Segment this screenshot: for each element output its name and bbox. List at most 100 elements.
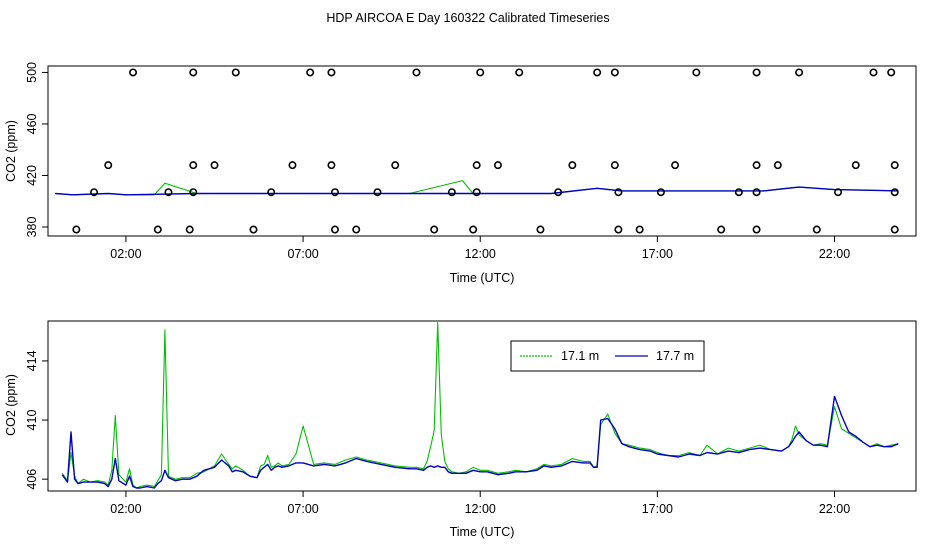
sample-marker [90, 188, 99, 197]
top-x-axis-label: Time (UTC) [450, 271, 515, 285]
sample-marker [536, 225, 545, 234]
sample-marker [869, 68, 878, 77]
bottom-panel: 02:00 07:00 12:00 17:00 22:00 406 410 414 Time… [4, 320, 917, 539]
sample-marker [752, 161, 761, 170]
x-tick-label: 22:00 [819, 247, 850, 261]
y-tick-label: 410 [25, 410, 39, 431]
sample-marker [391, 161, 400, 170]
sample-marker [327, 68, 336, 77]
top-sample-markers [72, 68, 899, 234]
y-tick-label: 414 [25, 350, 39, 371]
sample-marker [189, 161, 198, 170]
sample-marker [614, 188, 623, 197]
sample-marker [752, 188, 761, 197]
sample-marker [773, 161, 782, 170]
sample-marker [210, 161, 219, 170]
sample-marker [104, 161, 113, 170]
top-plot-frame [47, 65, 917, 237]
x-tick-label: 22:00 [819, 502, 850, 516]
x-tick-label: 02:00 [110, 247, 141, 261]
bottom-y-axis-label: CO2 (ppm) [4, 374, 18, 436]
sample-marker [851, 161, 860, 170]
sample-marker [352, 225, 361, 234]
bottom-y-axis: 406 410 414 [25, 350, 48, 490]
sample-marker [887, 68, 896, 77]
sample-marker [614, 225, 623, 234]
y-tick-label: 500 [25, 62, 39, 83]
sample-marker [890, 188, 899, 197]
bottom-plot-frame [47, 320, 917, 492]
sample-marker [249, 225, 258, 234]
sample-marker [610, 68, 619, 77]
top-y-axis-label: CO2 (ppm) [4, 120, 18, 182]
sample-marker [472, 161, 481, 170]
legend-label-17-1m: 17.1 m [561, 349, 599, 363]
legend-box [510, 340, 705, 372]
sample-marker [164, 188, 173, 197]
sample-marker [129, 68, 138, 77]
x-tick-label: 02:00 [110, 502, 141, 516]
sample-marker [890, 225, 899, 234]
sample-marker [330, 188, 339, 197]
sample-marker [717, 225, 726, 234]
legend-label-17-7m: 17.7 m [656, 349, 694, 363]
top-series [55, 180, 899, 196]
sample-marker [189, 68, 198, 77]
sample-marker [671, 161, 680, 170]
series-line-17-1-m [61, 321, 899, 489]
sample-marker [153, 225, 162, 234]
sample-marker [554, 188, 563, 197]
x-tick-label: 07:00 [287, 502, 318, 516]
sample-marker [692, 68, 701, 77]
sample-marker [734, 188, 743, 197]
bottom-x-axis-label: Time (UTC) [450, 525, 515, 539]
sample-marker [373, 188, 382, 197]
bottom-series [61, 321, 899, 489]
series-line-17-7-m [61, 395, 899, 489]
sample-marker [812, 225, 821, 234]
x-tick-label: 12:00 [465, 247, 496, 261]
sample-marker [476, 68, 485, 77]
sample-marker [593, 68, 602, 77]
sample-marker [330, 225, 339, 234]
top-y-axis: 380 420 460 500 [25, 62, 48, 237]
sample-marker [469, 225, 478, 234]
x-tick-label: 17:00 [642, 247, 673, 261]
sample-marker [752, 68, 761, 77]
sample-marker [610, 161, 619, 170]
x-tick-label: 12:00 [465, 502, 496, 516]
sample-marker [515, 68, 524, 77]
sample-marker [656, 188, 665, 197]
sample-marker [890, 161, 899, 170]
bottom-x-axis: 02:00 07:00 12:00 17:00 22:00 [110, 491, 850, 516]
y-tick-label: 460 [25, 113, 39, 134]
series-line-green [55, 180, 899, 196]
sample-marker [231, 68, 240, 77]
sample-marker [267, 188, 276, 197]
page-title: HDP AIRCOA E Day 160322 Calibrated Times… [326, 11, 609, 25]
sample-marker [412, 68, 421, 77]
sample-marker [72, 225, 81, 234]
top-x-axis: 02:00 07:00 12:00 17:00 22:00 [110, 236, 850, 261]
sample-marker [472, 188, 481, 197]
y-tick-label: 380 [25, 217, 39, 238]
x-tick-label: 07:00 [287, 247, 318, 261]
sample-marker [306, 68, 315, 77]
sample-marker [493, 161, 502, 170]
sample-marker [430, 225, 439, 234]
top-panel: 02:00 07:00 12:00 17:00 22:00 380 420 460 500 T… [4, 62, 917, 285]
sample-marker [568, 161, 577, 170]
sample-marker [752, 225, 761, 234]
x-tick-label: 17:00 [642, 502, 673, 516]
sample-marker [189, 188, 198, 197]
sample-marker [795, 68, 804, 77]
legend: 17.1 m 17.7 m [510, 340, 705, 372]
y-tick-label: 420 [25, 165, 39, 186]
sample-marker [327, 161, 336, 170]
sample-marker [185, 225, 194, 234]
sample-marker [447, 188, 456, 197]
sample-marker [635, 225, 644, 234]
y-tick-label: 406 [25, 469, 39, 490]
sample-marker [288, 161, 297, 170]
